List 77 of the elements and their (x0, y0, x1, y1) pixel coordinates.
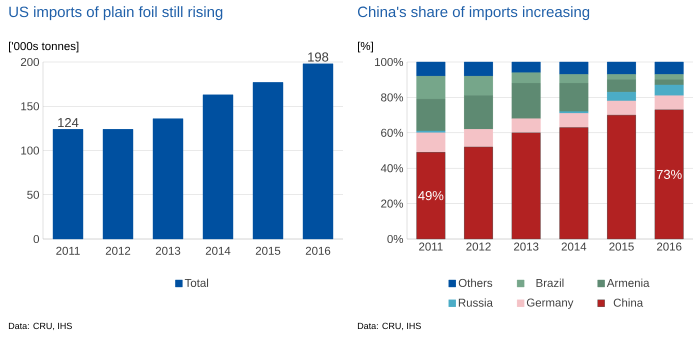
bar (252, 82, 284, 240)
text: Data: CRU, IHS (358, 322, 421, 330)
bar (302, 64, 334, 240)
legend-label: Armenia (606, 278, 650, 287)
bar (416, 152, 446, 240)
x-tick-label: 2016 (657, 242, 682, 251)
bar (464, 146, 494, 240)
data-label: 198 (308, 52, 328, 62)
x-tick-label: 2012 (106, 246, 130, 255)
data-label: 49% (418, 191, 444, 200)
x-tick-label: 2014 (206, 246, 230, 255)
bar (512, 72, 541, 84)
bar (654, 62, 684, 75)
x-tick-label: 2016 (306, 246, 330, 255)
bar (607, 74, 636, 80)
bar (416, 98, 446, 132)
y-axis-title: [%] (358, 42, 373, 52)
bar (559, 83, 588, 112)
y-tick-label: 60% (381, 128, 404, 137)
bar (654, 110, 684, 240)
chart-title: US imports of plain foil still rising (9, 6, 222, 20)
bar (152, 118, 184, 240)
x-tick-label: 2014 (562, 242, 586, 251)
y-axis-title: ['000s tonnes] (9, 42, 78, 52)
x-tick-label: 2015 (609, 242, 634, 251)
y-tick-label: 150 (21, 102, 40, 110)
chart-title: China's share of imports increasing (358, 6, 590, 20)
y-tick-label: 0% (387, 234, 404, 244)
bar (464, 62, 494, 76)
bar (102, 129, 134, 240)
bar (607, 80, 636, 92)
y-tick-label: 20% (381, 200, 404, 208)
y-tick-label: 200 (20, 58, 40, 66)
bar (607, 92, 636, 102)
y-tick-label: 80% (381, 93, 404, 102)
bar (607, 100, 636, 116)
bar (559, 74, 588, 84)
bar (464, 129, 494, 148)
x-tick-label: 2011 (419, 242, 443, 251)
bar (654, 95, 684, 110)
bar (512, 118, 541, 133)
bar (464, 76, 494, 96)
x-tick-label: 2013 (156, 246, 180, 255)
y-tick-label: 100% (375, 58, 404, 66)
legend-label: Total (184, 278, 208, 287)
legend-label: Brazil (536, 278, 564, 287)
y-tick-label: 50 (27, 190, 40, 199)
legend-label: China (614, 298, 644, 307)
y-tick-label: 100 (21, 146, 40, 155)
x-tick-label: 2013 (514, 242, 538, 251)
bar (512, 83, 541, 119)
bar (512, 132, 541, 240)
data-label: 124 (58, 118, 78, 128)
y-tick-label: 0 (34, 234, 40, 244)
bar (559, 113, 588, 128)
bar (416, 76, 446, 100)
bar (559, 62, 588, 75)
x-tick-label: 2011 (56, 246, 80, 255)
bar (654, 74, 684, 80)
x-tick-label: 2012 (466, 242, 491, 251)
y-tick-label: 40% (380, 164, 404, 172)
bar (559, 127, 588, 240)
bar (202, 94, 234, 240)
bar (607, 114, 636, 240)
bar (52, 129, 84, 240)
legend-label: Others (458, 278, 492, 287)
bar (654, 84, 684, 96)
data-label: 73% (656, 170, 682, 179)
bar (464, 95, 494, 130)
legend-label: Russia (458, 298, 493, 307)
bar (416, 62, 446, 76)
bar (607, 62, 636, 75)
text: Data: CRU, IHS (8, 322, 72, 330)
bar (512, 62, 541, 73)
legend-label: Germany (526, 298, 574, 309)
x-tick-label: 2015 (256, 246, 280, 255)
bar (416, 132, 446, 152)
